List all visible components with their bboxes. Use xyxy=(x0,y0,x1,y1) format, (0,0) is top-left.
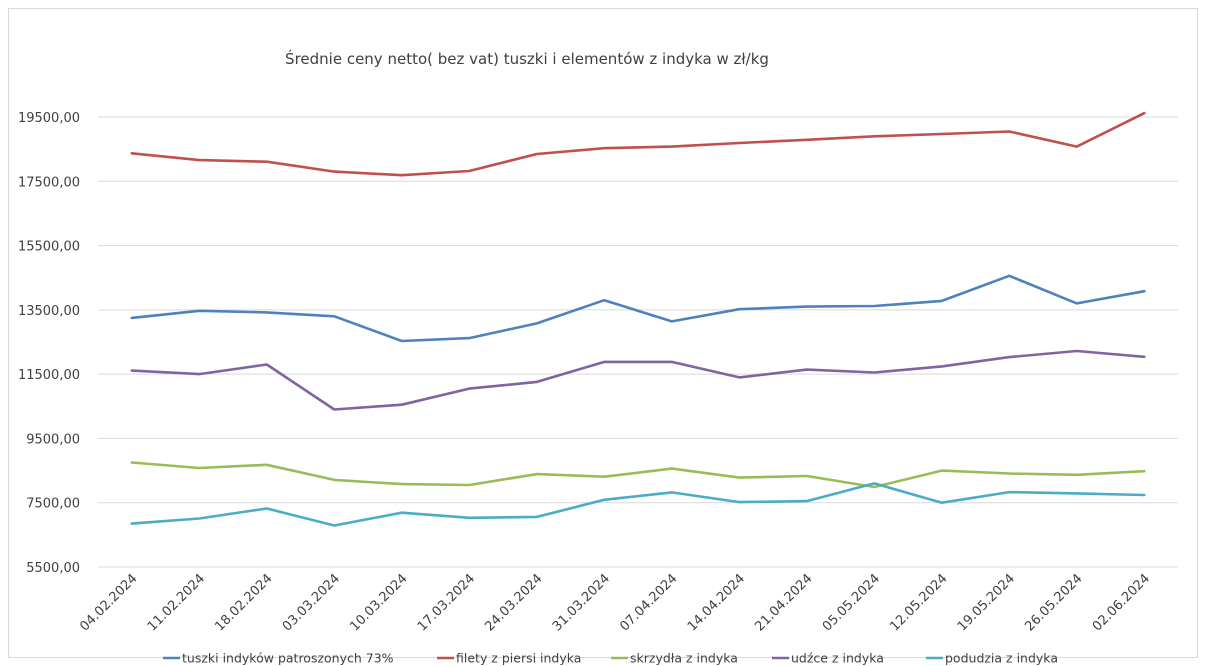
x-tick-label: 14.04.2024 xyxy=(685,571,748,634)
y-tick-label: 19500,00 xyxy=(18,111,80,126)
x-tick-label: 12.05.2024 xyxy=(887,571,950,634)
legend-label: udźce z indyka xyxy=(791,651,884,666)
x-tick-label: 02.06.2024 xyxy=(1090,571,1153,634)
x-tick-label: 21.04.2024 xyxy=(752,571,815,634)
x-axis-ticks: 04.02.2024 11.02.2024 18.02.2024 03.03.2024… xyxy=(77,571,1153,634)
x-tick-label: 17.03.2024 xyxy=(415,571,478,634)
gridlines xyxy=(98,116,1178,568)
legend: tuszki indyków patroszonych 73% filety z … xyxy=(163,651,1058,666)
y-tick-label: 9500,00 xyxy=(26,432,80,447)
chart-title: Średnie ceny netto( bez vat) tuszki i el… xyxy=(285,49,769,68)
y-tick-label: 15500,00 xyxy=(18,240,80,255)
x-tick-label: 11.02.2024 xyxy=(145,571,208,634)
x-tick-label: 10.03.2024 xyxy=(347,571,410,634)
x-tick-label: 19.05.2024 xyxy=(955,571,1018,634)
x-tick-label: 07.04.2024 xyxy=(617,571,680,634)
y-tick-label: 17500,00 xyxy=(18,175,80,190)
x-tick-label: 05.05.2024 xyxy=(820,571,883,634)
y-tick-label: 13500,00 xyxy=(18,304,80,319)
x-tick-label: 31.03.2024 xyxy=(550,571,613,634)
x-tick-label: 24.03.2024 xyxy=(482,571,545,634)
chart-frame xyxy=(8,8,1198,658)
series-line-3 xyxy=(130,461,1146,489)
series-line-4 xyxy=(130,349,1146,411)
y-tick-label: 5500,00 xyxy=(26,561,80,576)
x-tick-label: 03.03.2024 xyxy=(280,571,343,634)
x-tick-label: 26.05.2024 xyxy=(1022,571,1085,634)
legend-label: tuszki indyków patroszonych 73% xyxy=(182,651,394,666)
series-line-5 xyxy=(130,482,1146,527)
legend-label: skrzydła z indyka xyxy=(630,651,738,666)
x-tick-label: 18.02.2024 xyxy=(212,571,275,634)
series-line-1 xyxy=(130,274,1146,343)
y-tick-label: 11500,00 xyxy=(18,368,80,383)
series-lines xyxy=(130,111,1146,527)
legend-label: filety z piersi indyka xyxy=(456,651,581,666)
x-tick-label: 04.02.2024 xyxy=(77,571,140,634)
legend-label: podudzia z indyka xyxy=(945,651,1058,666)
series-line-2 xyxy=(130,111,1146,177)
y-tick-label: 7500,00 xyxy=(26,497,80,512)
y-axis-ticks: 19500,00 17500,00 15500,00 13500,00 11500,00… xyxy=(18,111,80,576)
